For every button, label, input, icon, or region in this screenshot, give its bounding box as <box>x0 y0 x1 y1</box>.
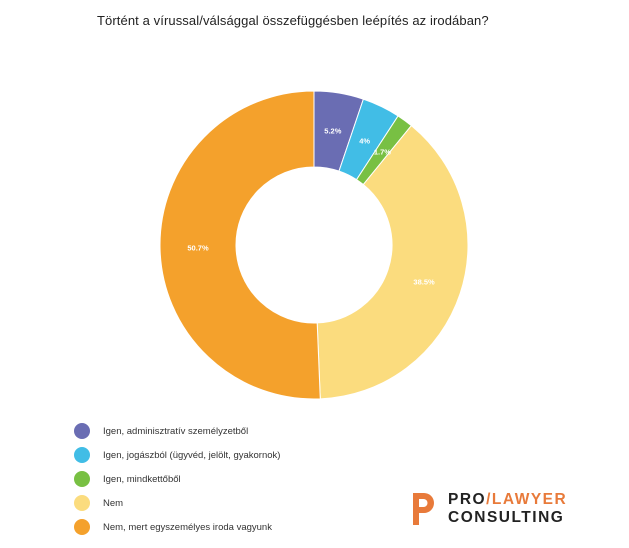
legend-label: Nem, mert egyszemélyes iroda vagyunk <box>103 521 272 533</box>
slice-data-label: 38.5% <box>413 278 435 287</box>
legend-item: Igen, jogászból (ügyvéd, jelölt, gyakorn… <box>74 443 280 467</box>
slice-data-label: 1.7% <box>374 147 391 156</box>
legend-label: Igen, mindkettőből <box>103 473 181 485</box>
logo-slash: / <box>486 491 492 508</box>
legend-swatch <box>74 495 90 511</box>
legend-item: Igen, mindkettőből <box>74 467 280 491</box>
logo-line-2: CONSULTING <box>448 509 565 526</box>
legend-item: Nem, mert egyszemélyes iroda vagyunk <box>74 515 280 539</box>
donut-slices <box>159 90 469 400</box>
legend-item: Igen, adminisztratív személyzetből <box>74 419 280 443</box>
legend-swatch <box>74 423 90 439</box>
logo-word-pro: PRO <box>448 491 487 508</box>
donut-data-labels: 5.2% 4% 1.7% 38.5% 50.7% <box>187 127 435 287</box>
slice-data-label: 4% <box>359 137 370 146</box>
slice-data-label: 5.2% <box>324 127 341 136</box>
logo-word-lawyer: LAWYER <box>491 491 568 508</box>
legend-swatch <box>74 519 90 535</box>
logo-p-icon <box>413 493 434 525</box>
legend-label: Igen, adminisztratív személyzetből <box>103 425 249 437</box>
legend-swatch <box>74 447 90 463</box>
chart-title: Történt a vírussal/válsággal összefüggés… <box>97 13 489 28</box>
logo-line-1: PRO/LAWYER <box>448 491 567 509</box>
donut-slice <box>316 124 469 400</box>
legend-label: Igen, jogászból (ügyvéd, jelölt, gyakorn… <box>103 449 281 461</box>
slice-data-label: 50.7% <box>187 243 209 252</box>
legend-item: Nem <box>74 491 280 515</box>
company-logo: PRO/LAWYER CONSULTING <box>410 491 567 527</box>
chart-legend: Igen, adminisztratív személyzetből Igen,… <box>74 419 280 539</box>
donut-slice <box>159 90 321 400</box>
legend-label: Nem <box>103 497 124 509</box>
legend-swatch <box>74 471 90 487</box>
